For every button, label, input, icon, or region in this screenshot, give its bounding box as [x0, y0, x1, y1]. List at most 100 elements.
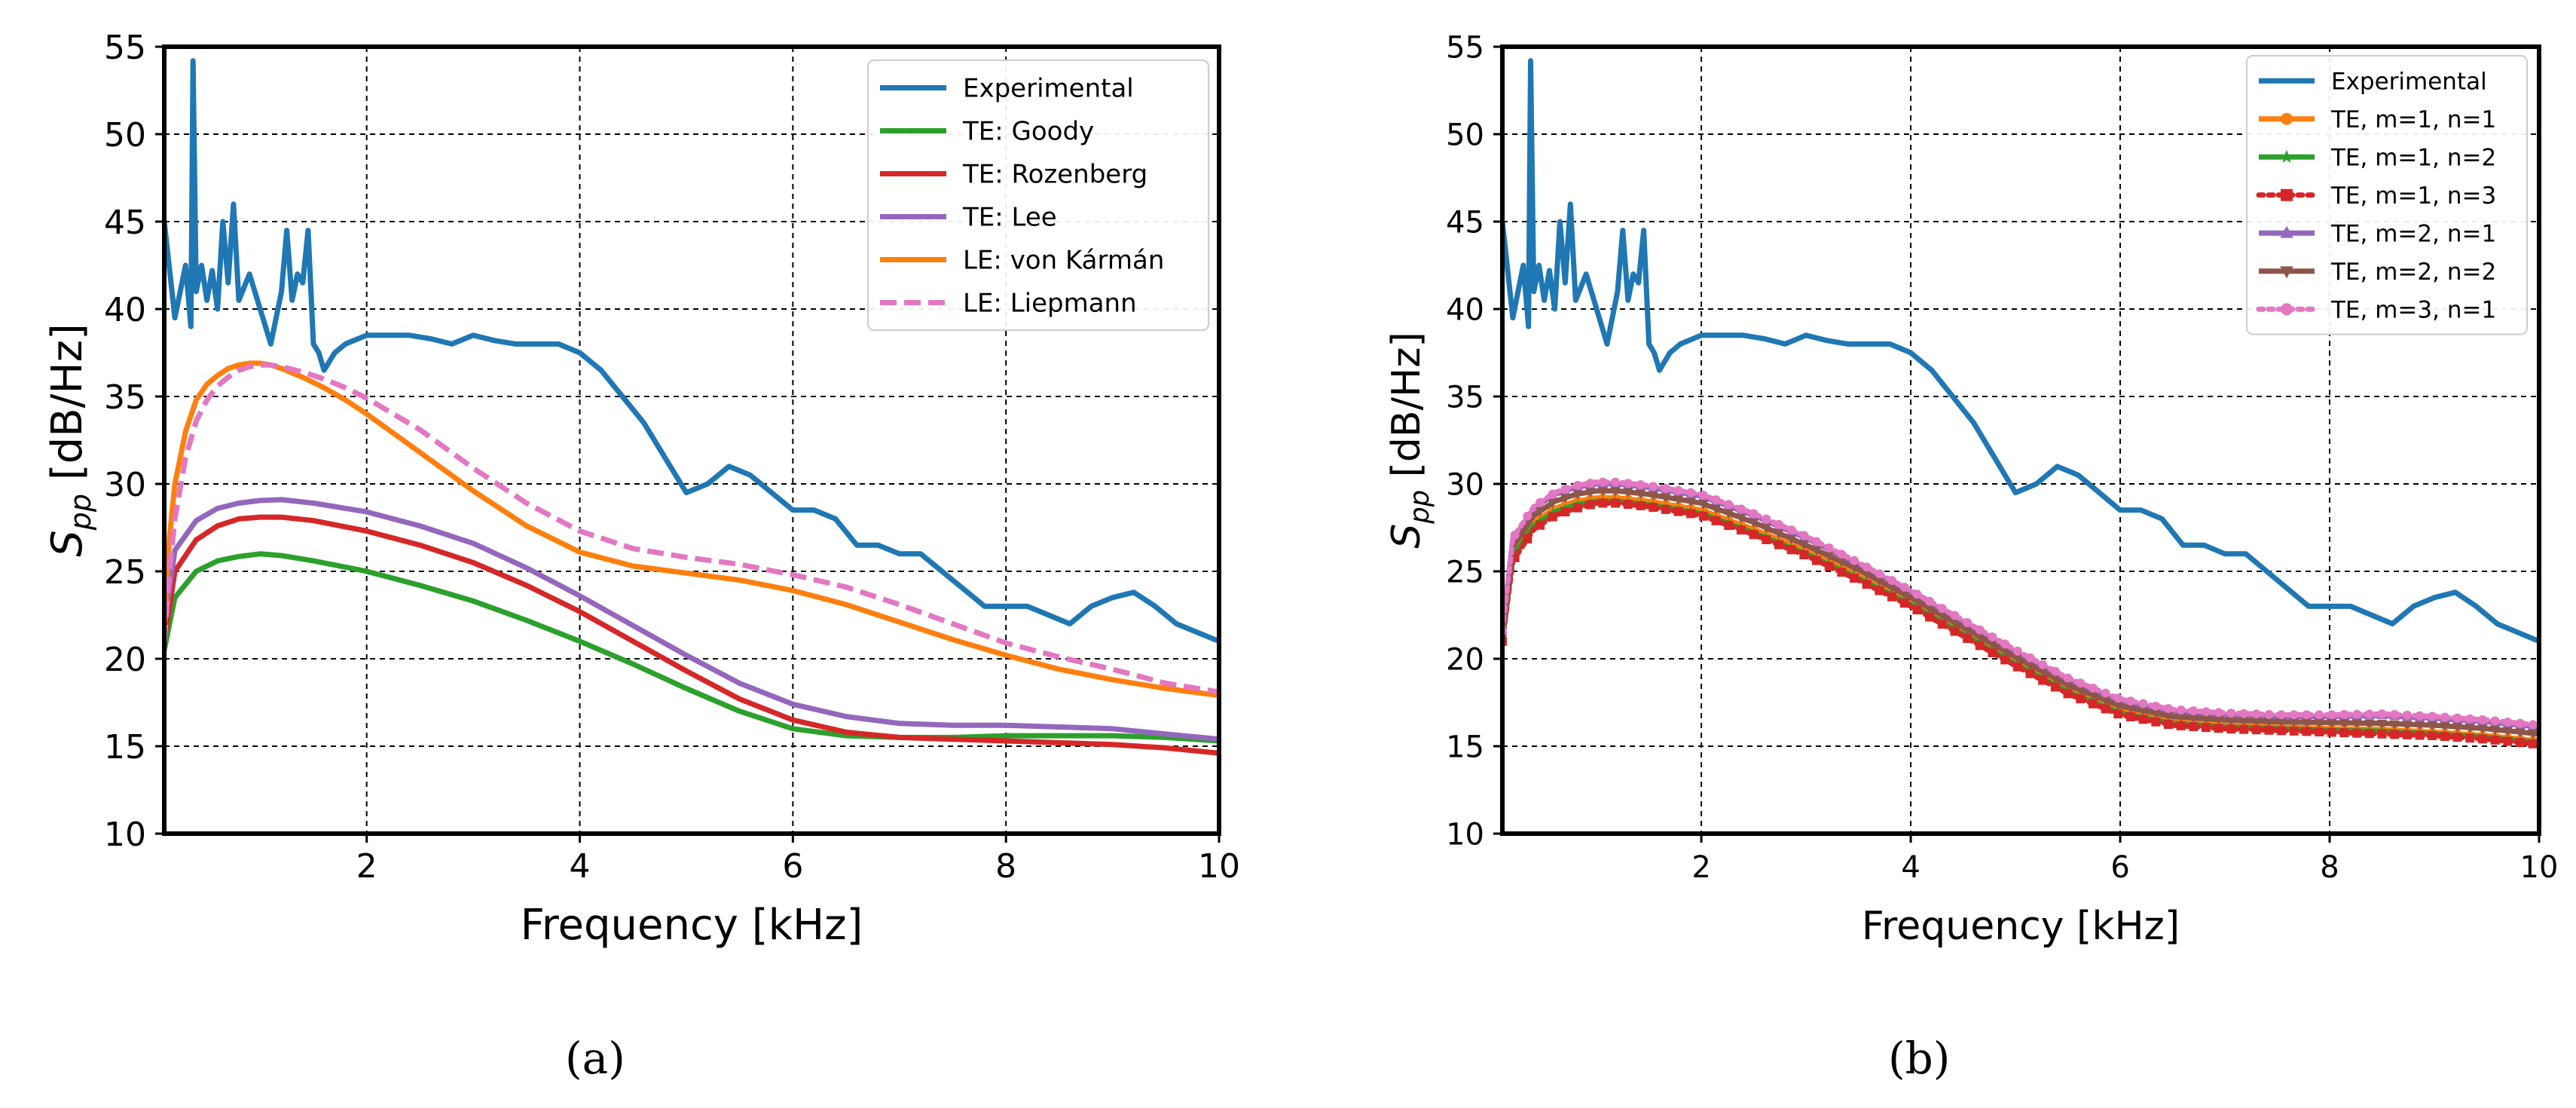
marker-te-m-3-n-1	[1811, 537, 1821, 546]
panel-a-series	[164, 58, 1219, 756]
y-axis-units: [dB/Hz]	[43, 323, 92, 494]
marker-te-m-1-n-3	[1950, 626, 1960, 636]
marker-te-m-2-n-2	[1661, 493, 1671, 503]
legend-marker-te-m-2-n-2	[2280, 266, 2293, 279]
marker-te-m-3-n-1	[2390, 709, 2400, 719]
marker-te-m-3-n-1	[2440, 712, 2449, 722]
marker-te-m-1-n-3	[1887, 592, 1897, 601]
marker-te-m-2-n-2	[1723, 509, 1734, 519]
marker-te-m-3-n-1	[1837, 549, 1847, 559]
marker-te-m-2-n-2	[2528, 730, 2538, 739]
marker-te-m-2-n-2	[1874, 577, 1884, 586]
marker-te-m-3-n-1	[2477, 715, 2487, 724]
marker-te-m-1-n-3	[1774, 540, 1783, 549]
marker-te-m-3-n-1	[2251, 709, 2261, 719]
y-tick-label: 25	[104, 553, 146, 592]
marker-te-m-1-n-3	[2302, 727, 2312, 736]
y-tick-label: 45	[1446, 205, 1484, 240]
marker-te-m-1-n-3	[2125, 712, 2135, 722]
marker-te-m-2-n-2	[2062, 681, 2073, 690]
marker-te-m-1-n-3	[2063, 689, 2073, 699]
marker-te-m-2-n-2	[1911, 597, 1922, 607]
marker-te-m-2-n-2	[1887, 583, 1897, 593]
marker-te-m-1-n-3	[2163, 720, 2173, 730]
marker-te-m-1-n-3	[2000, 655, 2010, 665]
series-line-te-m-2-n-1	[1502, 481, 2539, 730]
marker-te-m-2-n-2	[2301, 718, 2312, 728]
panel-b-series	[1502, 58, 2539, 748]
marker-te-m-1-n-3	[2101, 704, 2110, 714]
marker-te-m-3-n-1	[1686, 488, 1696, 497]
marker-te-m-3-n-1	[1937, 604, 1947, 614]
x-tick-label: 8	[995, 847, 1016, 886]
marker-te-m-1-n-3	[2088, 699, 2098, 709]
marker-te-m-1-n-3	[2503, 736, 2513, 746]
marker-te-m-2-n-2	[1648, 491, 1658, 501]
marker-te-m-3-n-1	[1799, 531, 1809, 540]
marker-te-m-2-n-2	[2490, 726, 2501, 736]
marker-te-m-3-n-1	[2163, 704, 2173, 714]
marker-te-m-2-n-2	[1710, 504, 1722, 514]
marker-te-m-2-n-2	[2176, 713, 2186, 723]
marker-te-m-2-n-2	[2125, 704, 2136, 714]
marker-te-m-2-n-2	[2214, 715, 2224, 725]
marker-te-m-2-n-2	[2427, 721, 2437, 731]
marker-te-m-2-n-2	[1836, 558, 1847, 568]
series-line-te-m-1-n-3	[1502, 500, 2539, 748]
marker-te-m-2-n-2	[1924, 605, 1935, 614]
marker-te-m-2-n-2	[1623, 488, 1633, 498]
marker-te-m-1-n-3	[2138, 715, 2148, 724]
marker-te-m-1-n-3	[2490, 735, 2500, 745]
marker-te-m-3-n-1	[2050, 666, 2060, 676]
legend-label-te-rozenberg: TE: Rozenberg	[962, 160, 1147, 190]
series-line-te-rozenberg	[164, 514, 1219, 756]
marker-te-m-3-n-1	[2327, 710, 2336, 720]
marker-te-m-2-n-2	[2339, 719, 2350, 729]
marker-te-m-1-n-3	[2012, 662, 2022, 672]
marker-te-m-3-n-1	[1585, 479, 1595, 488]
marker-te-m-3-n-1	[1963, 618, 1972, 628]
marker-te-m-3-n-1	[2176, 706, 2186, 715]
marker-te-m-3-n-1	[1724, 500, 1734, 510]
marker-te-m-2-n-2	[2402, 721, 2413, 730]
marker-te-m-1-n-3	[1560, 507, 1570, 517]
marker-te-m-3-n-1	[1573, 480, 1583, 490]
marker-te-m-3-n-1	[2239, 709, 2249, 718]
marker-te-m-1-n-3	[1937, 620, 1947, 629]
marker-te-m-3-n-1	[2038, 660, 2048, 669]
series-line-experimental	[164, 58, 1219, 644]
marker-te-m-1-n-3	[1611, 498, 1621, 508]
marker-te-m-2-n-2	[2188, 714, 2199, 724]
marker-te-m-2-n-2	[1635, 489, 1646, 499]
series-line-te-goody	[164, 551, 1219, 744]
y-axis-symbol: S	[43, 530, 92, 557]
marker-te-m-2-n-2	[2226, 716, 2236, 726]
y-tick-label: 50	[104, 116, 146, 155]
marker-te-m-1-n-3	[2025, 669, 2035, 678]
marker-te-m-2-n-2	[1748, 519, 1759, 528]
marker-te-m-3-n-1	[2088, 683, 2098, 693]
marker-te-m-2-n-2	[2440, 722, 2450, 732]
y-tick-label: 55	[1446, 30, 1484, 65]
panel-b-y-axis-label: Spp [dB/Hz]	[1384, 332, 1435, 549]
marker-te-m-3-n-1	[2076, 678, 2086, 688]
marker-te-m-1-n-3	[1811, 556, 1821, 565]
marker-te-m-1-n-3	[1523, 534, 1532, 543]
marker-te-m-1-n-3	[2315, 727, 2324, 736]
marker-te-m-2-n-2	[2075, 686, 2086, 696]
panel-b-legend-box	[2246, 55, 2528, 335]
marker-te-m-3-n-1	[1661, 484, 1670, 494]
marker-te-m-1-n-3	[1862, 580, 1872, 589]
marker-te-m-1-n-3	[1661, 504, 1670, 514]
marker-te-m-1-n-3	[2076, 694, 2086, 704]
marker-te-m-1-n-3	[1762, 534, 1771, 544]
marker-te-m-2-n-2	[1937, 611, 1948, 621]
marker-te-m-1-n-3	[1912, 605, 1922, 615]
marker-te-m-1-n-3	[2515, 738, 2525, 748]
panel-b-caption: (b)	[1888, 1033, 1951, 1084]
marker-te-m-2-n-2	[1761, 524, 1771, 534]
marker-te-m-3-n-1	[2528, 720, 2538, 730]
marker-te-m-2-n-2	[1585, 488, 1596, 497]
marker-te-m-3-n-1	[1523, 511, 1532, 521]
y-tick-label: 30	[104, 466, 146, 504]
